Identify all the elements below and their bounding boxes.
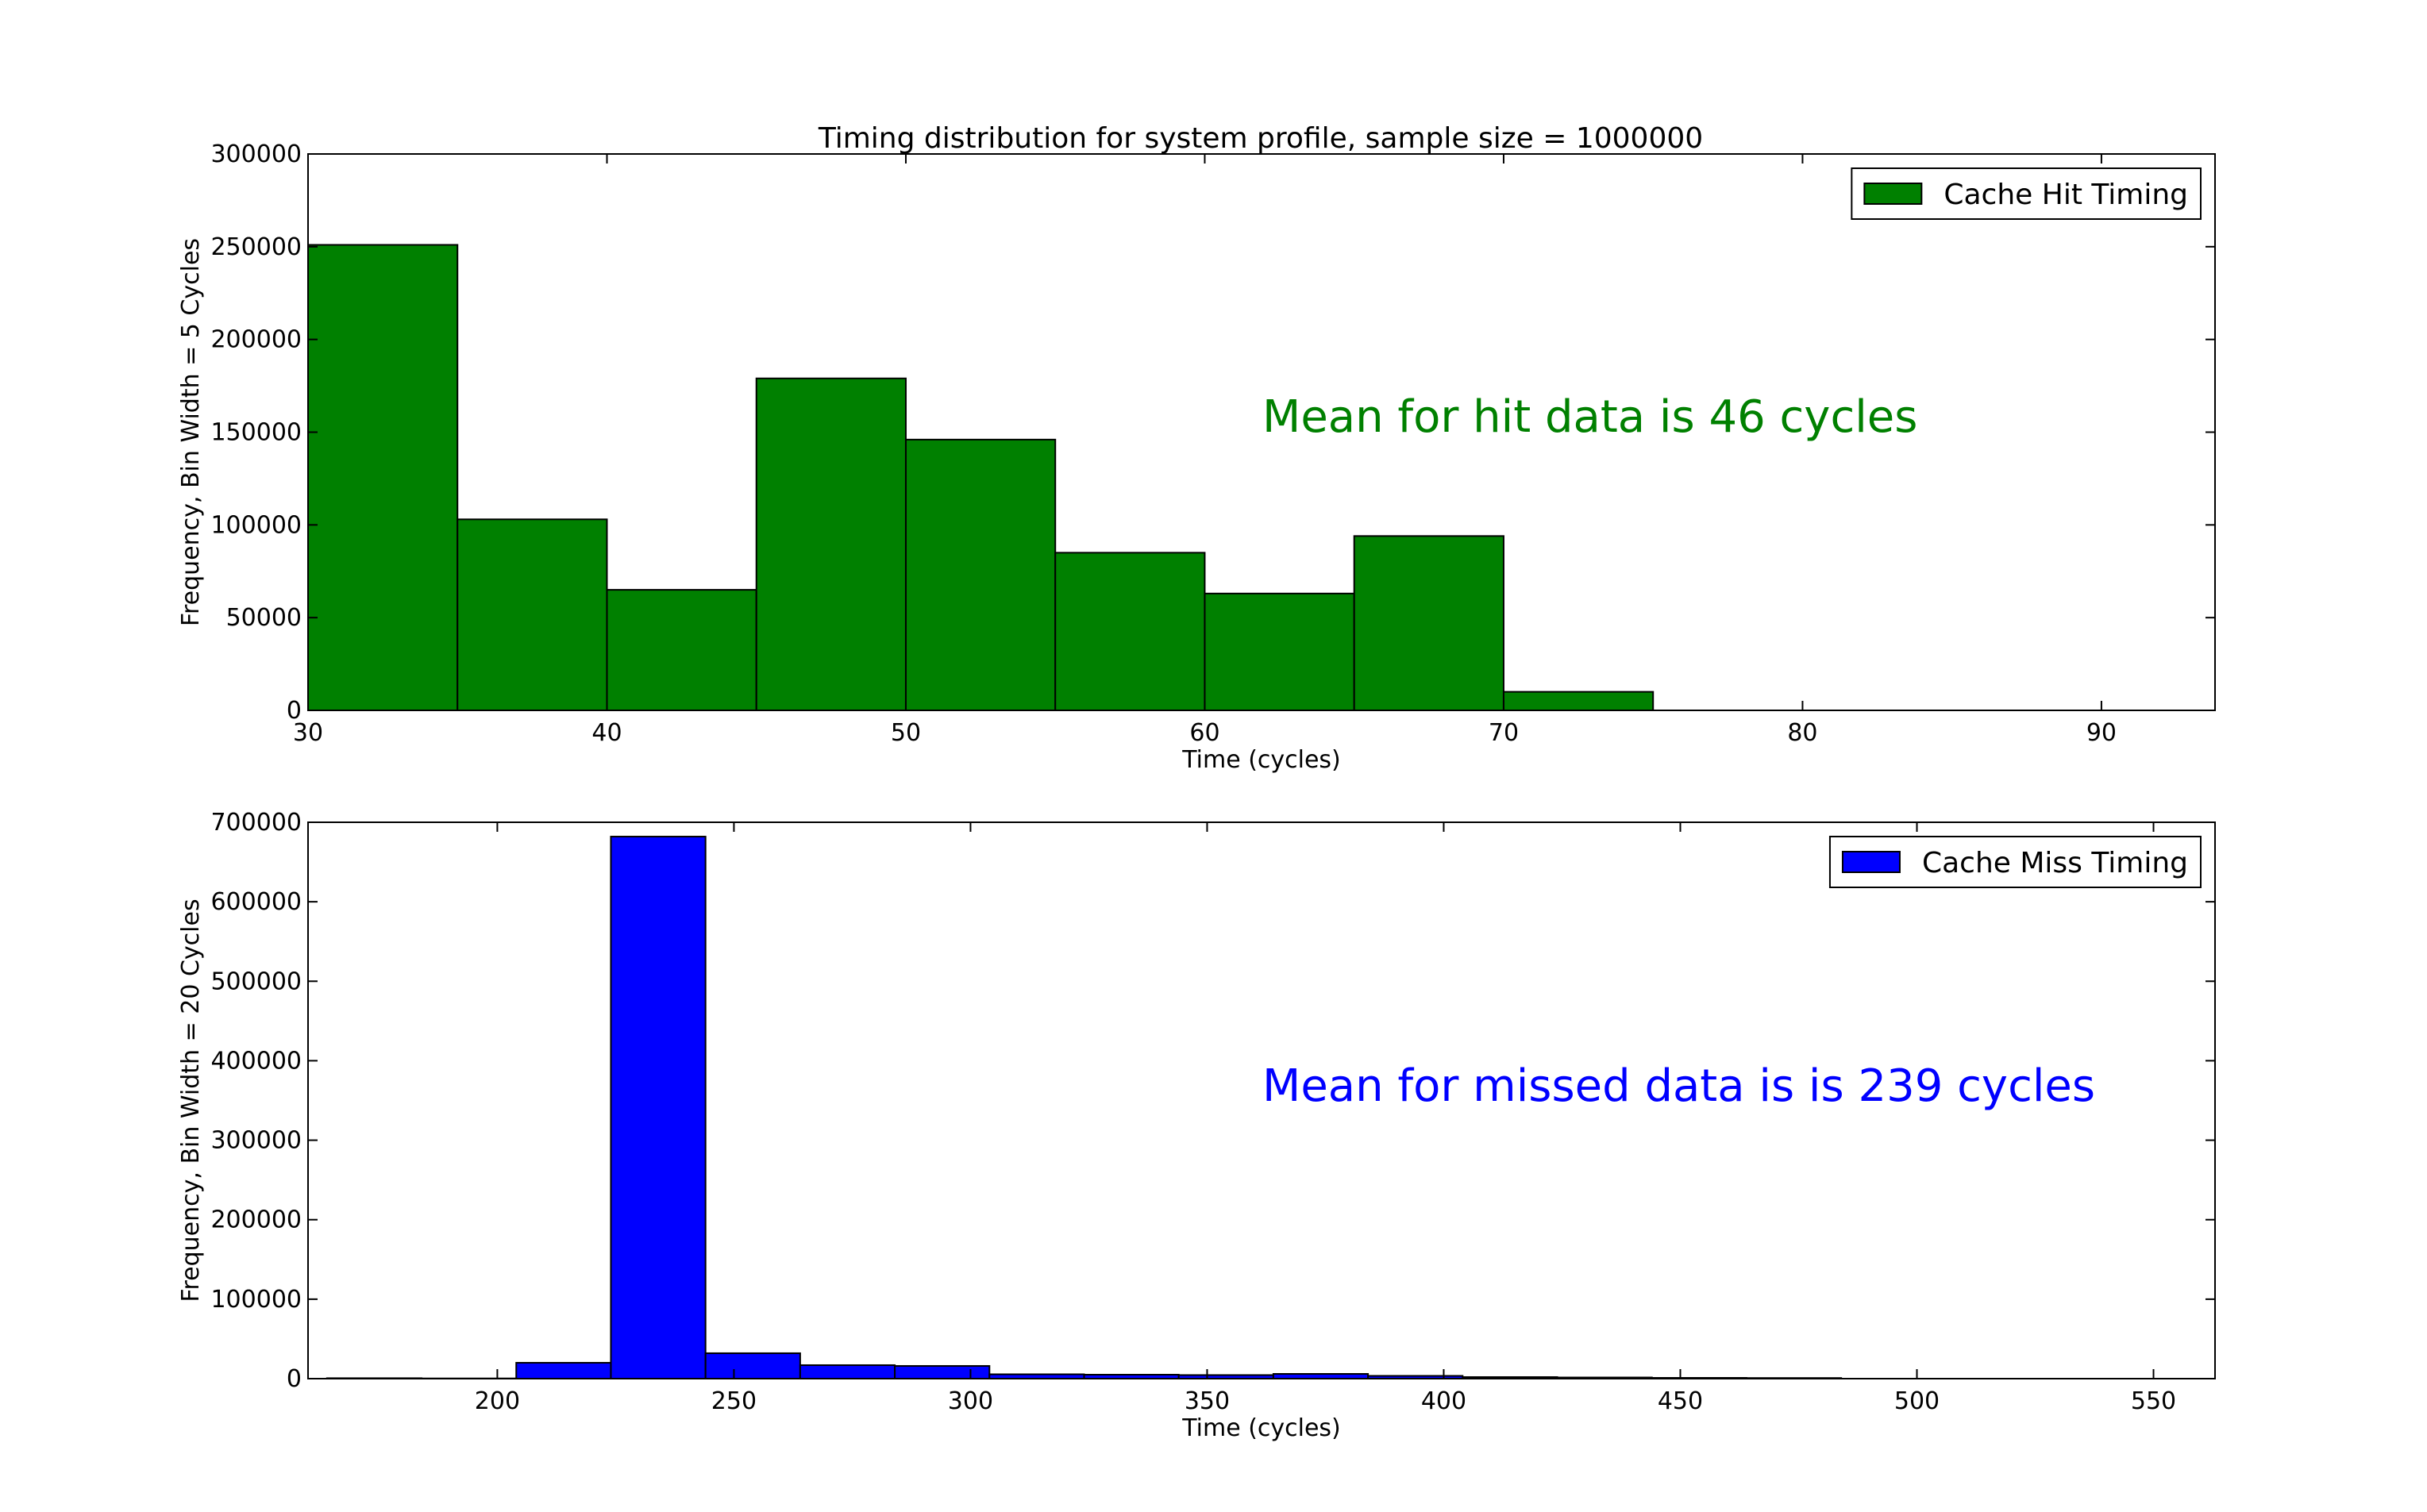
x-axis-label: Time (cycles) <box>1181 1414 1341 1442</box>
x-tick-label: 350 <box>1185 1387 1230 1415</box>
legend-swatch <box>1841 851 1901 873</box>
y-tick-label: 300000 <box>210 140 302 168</box>
histogram-bar <box>904 438 1057 711</box>
x-tick-label: 250 <box>711 1387 757 1415</box>
y-tick-label: 50000 <box>226 604 302 632</box>
histogram-bar <box>1502 691 1655 712</box>
y-tick-label: 400000 <box>210 1047 302 1075</box>
y-tick-label: 250000 <box>210 233 302 261</box>
y-tick-label: 150000 <box>210 419 302 447</box>
x-tick-label: 50 <box>891 719 921 747</box>
legend: Cache Miss Timing <box>1828 836 2202 888</box>
x-tick-label: 80 <box>1787 719 1817 747</box>
y-tick-label: 200000 <box>210 326 302 354</box>
x-tick-label: 300 <box>948 1387 993 1415</box>
histogram-bar <box>457 518 608 711</box>
y-tick-label: 700000 <box>210 809 302 837</box>
hit-histogram: 30 40 50 60 70 80 90 0 50000 100000 150000 200000 25… <box>177 140 2216 774</box>
x-tick-label: 200 <box>475 1387 520 1415</box>
y-tick-label: 600000 <box>210 888 302 916</box>
x-axis-label: Time (cycles) <box>1181 746 1341 774</box>
y-tick-label: 200000 <box>210 1206 302 1234</box>
histogram-bar <box>515 1361 612 1379</box>
histogram-bar <box>1353 535 1504 711</box>
histogram-bar <box>610 836 707 1379</box>
histogram-bar <box>894 1364 991 1379</box>
y-tick-label: 0 <box>287 697 302 725</box>
y-tick-label: 500000 <box>210 968 302 995</box>
legend: Cache Hit Timing <box>1851 167 2202 220</box>
x-tick-label: 500 <box>1894 1387 1940 1415</box>
x-tick-label: 450 <box>1658 1387 1703 1415</box>
histogram-bar <box>307 244 459 711</box>
x-tick-label: 550 <box>2131 1387 2176 1415</box>
y-axis-label: Frequency, Bin Width = 20 Cycles <box>177 898 205 1302</box>
histogram-bar <box>606 589 757 711</box>
y-axis-label: Frequency, Bin Width = 5 Cycles <box>177 238 205 626</box>
histogram-bar <box>1054 552 1206 711</box>
histogram-bar <box>1204 592 1355 711</box>
histogram-bar <box>704 1352 801 1379</box>
legend-label: Cache Miss Timing <box>1922 847 2188 879</box>
histogram-bar <box>799 1364 896 1379</box>
x-tick-label: 90 <box>2086 719 2117 747</box>
x-tick-label: 70 <box>1489 719 1519 747</box>
mean-annotation: Mean for missed data is is 239 cycles <box>1262 1060 2095 1112</box>
histogram-bar <box>755 377 907 711</box>
x-tick-label: 30 <box>293 719 323 747</box>
y-tick-label: 100000 <box>210 511 302 539</box>
mean-annotation: Mean for hit data is 46 cycles <box>1262 391 1917 443</box>
y-tick-label: 300000 <box>210 1127 302 1155</box>
legend-label: Cache Hit Timing <box>1944 179 2188 211</box>
miss-histogram: 200 250 300 350 400 450 500 550 0 100000 200000 300… <box>177 809 2216 1442</box>
x-tick-label: 60 <box>1189 719 1219 747</box>
figure-title: Timing distribution for system profile, … <box>818 122 1703 155</box>
y-tick-label: 100000 <box>210 1286 302 1314</box>
y-tick-label: 0 <box>287 1365 302 1393</box>
x-tick-label: 400 <box>1421 1387 1466 1415</box>
plot-frame <box>307 821 2216 1379</box>
legend-swatch <box>1863 183 1923 205</box>
x-tick-label: 40 <box>591 719 622 747</box>
